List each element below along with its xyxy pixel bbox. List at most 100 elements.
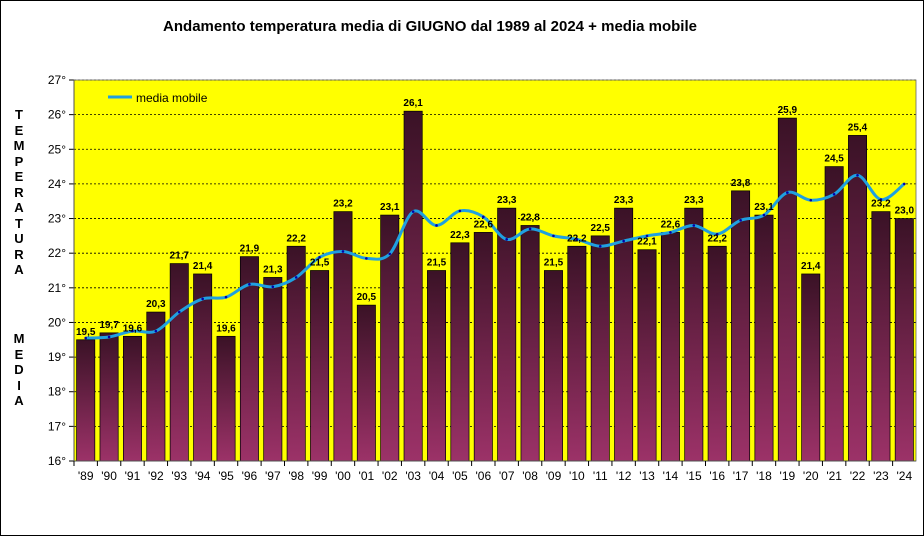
y-axis-label-letter: P bbox=[14, 153, 24, 169]
data-label: 22,1 bbox=[637, 237, 657, 248]
data-label: 22,2 bbox=[286, 233, 306, 244]
bar bbox=[637, 249, 657, 462]
x-tick-label: '19 bbox=[780, 469, 796, 483]
data-label: 21,7 bbox=[170, 251, 190, 262]
x-tick-label: '12 bbox=[616, 469, 632, 483]
data-label: 23,3 bbox=[497, 195, 517, 206]
data-label: 21,4 bbox=[801, 261, 821, 272]
x-tick-label: '23 bbox=[873, 469, 889, 483]
bar bbox=[427, 270, 446, 462]
moving-average-point bbox=[528, 227, 532, 231]
x-tick-label: '94 bbox=[195, 469, 211, 483]
x-tick-label: '13 bbox=[639, 469, 655, 483]
bar bbox=[333, 211, 353, 462]
x-tick-label: '93 bbox=[171, 469, 187, 483]
moving-average-point bbox=[598, 244, 602, 248]
moving-average-point bbox=[131, 329, 134, 333]
y-axis-label-letter: E bbox=[14, 346, 24, 362]
moving-average-point bbox=[318, 256, 321, 259]
x-tick-label: '06 bbox=[475, 469, 491, 483]
moving-average-point bbox=[809, 198, 813, 202]
moving-average-line bbox=[85, 173, 906, 340]
bar bbox=[871, 211, 891, 462]
y-axis-label-letter: R bbox=[14, 184, 24, 200]
data-label: 22,6 bbox=[661, 219, 681, 230]
x-tick-label: '17 bbox=[733, 469, 749, 483]
moving-average-point bbox=[669, 231, 672, 234]
x-tick-label: '15 bbox=[686, 469, 702, 483]
x-tick-label: '02 bbox=[382, 469, 398, 483]
data-label: 21,5 bbox=[310, 258, 330, 269]
data-label: 26,1 bbox=[403, 98, 423, 109]
bar bbox=[497, 207, 517, 462]
x-tick-label: '18 bbox=[756, 469, 772, 483]
data-label: 21,5 bbox=[544, 258, 564, 269]
y-axis-label-letter: A bbox=[14, 393, 24, 408]
x-tick-label: '09 bbox=[546, 469, 562, 483]
moving-average-point bbox=[341, 250, 345, 253]
bar bbox=[777, 117, 797, 462]
moving-average-point bbox=[177, 310, 181, 314]
bar bbox=[731, 190, 751, 462]
y-tick-label: 23° bbox=[48, 212, 66, 226]
data-label: 23,2 bbox=[333, 199, 353, 210]
data-label: 25,4 bbox=[848, 122, 868, 133]
data-label: 23,3 bbox=[684, 195, 704, 206]
bar bbox=[544, 270, 563, 462]
x-tick-label: '98 bbox=[288, 469, 304, 483]
data-label: 22,5 bbox=[591, 223, 611, 234]
bar bbox=[310, 270, 330, 462]
moving-average-point bbox=[435, 224, 438, 227]
moving-average-point bbox=[622, 239, 625, 243]
y-axis-label-letter: E bbox=[14, 169, 24, 184]
data-label: 23,1 bbox=[380, 202, 400, 213]
y-tick-label: 16° bbox=[48, 454, 66, 468]
moving-average-point bbox=[879, 198, 883, 201]
x-tick-label: '08 bbox=[522, 469, 538, 483]
x-tick-label: '92 bbox=[148, 469, 164, 483]
y-axis-label-letter: E bbox=[14, 122, 24, 138]
x-tick-label: '14 bbox=[663, 469, 679, 483]
y-tick-label: 18° bbox=[48, 385, 66, 399]
x-tick-label: '99 bbox=[312, 469, 328, 483]
moving-average-point bbox=[388, 252, 392, 256]
moving-average-point bbox=[365, 257, 368, 260]
y-axis-label-letter: U bbox=[14, 231, 24, 246]
y-axis-label-letter: M bbox=[13, 331, 25, 346]
bar bbox=[356, 304, 376, 462]
data-label: 20,5 bbox=[357, 292, 377, 303]
bar bbox=[660, 232, 680, 462]
bar bbox=[848, 135, 867, 462]
moving-average-point bbox=[458, 209, 462, 213]
data-label: 23,1 bbox=[754, 202, 774, 213]
data-label: 24,5 bbox=[824, 154, 844, 165]
y-axis-label-letter: D bbox=[14, 362, 24, 377]
moving-average-point bbox=[832, 193, 836, 196]
bar bbox=[801, 273, 821, 462]
bar bbox=[707, 245, 727, 462]
data-label: 19,5 bbox=[76, 327, 96, 338]
x-tick-label: '22 bbox=[850, 469, 866, 483]
y-tick-label: 24° bbox=[48, 177, 66, 191]
bar bbox=[590, 235, 610, 462]
moving-average-point bbox=[271, 285, 275, 289]
bar bbox=[520, 225, 540, 462]
bar bbox=[473, 232, 493, 462]
y-axis-label-letter: A bbox=[14, 262, 24, 277]
bar bbox=[403, 110, 423, 462]
x-tick-label: '97 bbox=[265, 469, 281, 483]
y-tick-label: 21° bbox=[48, 281, 66, 295]
x-tick-label: '04 bbox=[429, 469, 445, 483]
data-label: 23,0 bbox=[895, 206, 915, 217]
x-tick-label: '00 bbox=[335, 469, 351, 483]
data-label: 19,6 bbox=[123, 323, 143, 334]
data-label: 21,3 bbox=[263, 264, 283, 275]
y-tick-label: 22° bbox=[48, 246, 66, 260]
y-axis-label-letter: R bbox=[14, 246, 24, 262]
moving-average-point bbox=[692, 224, 696, 227]
bar bbox=[146, 311, 166, 462]
x-tick-label: '96 bbox=[242, 469, 258, 483]
